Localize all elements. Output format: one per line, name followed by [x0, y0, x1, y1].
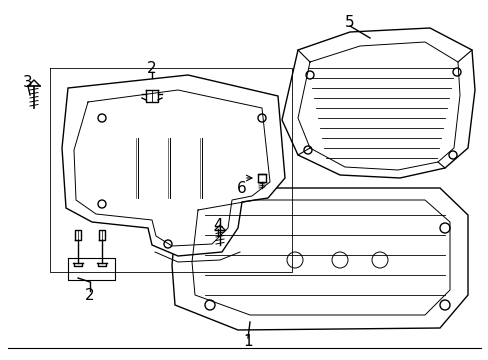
Text: 4: 4 — [213, 217, 223, 233]
Polygon shape — [62, 75, 285, 256]
Text: 2: 2 — [147, 60, 157, 76]
Polygon shape — [172, 188, 467, 330]
Text: 1: 1 — [243, 334, 252, 350]
Text: 2: 2 — [85, 288, 95, 302]
Text: 6: 6 — [237, 180, 246, 195]
Text: 3: 3 — [23, 75, 33, 90]
Polygon shape — [282, 28, 474, 178]
Text: 5: 5 — [345, 14, 354, 30]
